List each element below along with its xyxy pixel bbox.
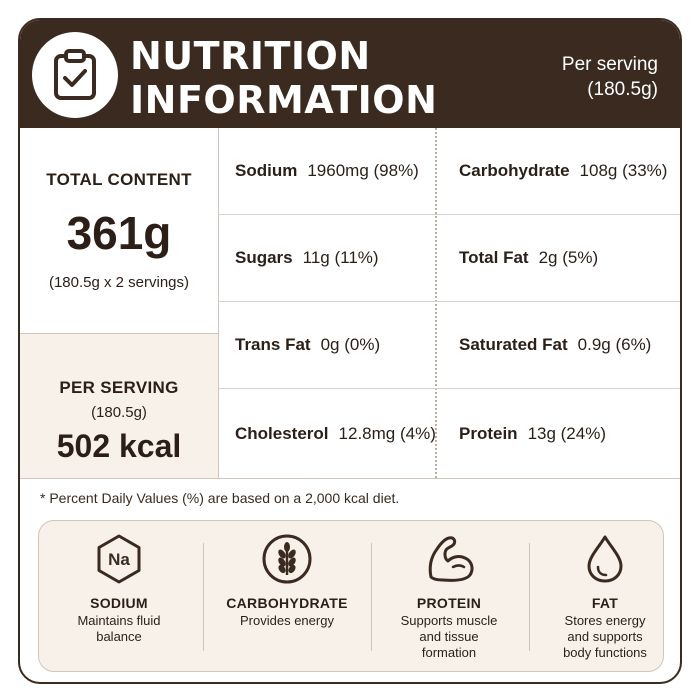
nutrition-card: NUTRITION INFORMATION Per serving (180.5… — [18, 18, 682, 684]
daily-value-footnote: * Percent Daily Values (%) are based on … — [40, 490, 400, 506]
nutrient-cell-carbohydrate: Carbohydrate 108g (33%) — [459, 128, 680, 214]
column-divider — [435, 128, 437, 478]
feature-name: SODIUM — [90, 595, 148, 611]
feature-name: FAT — [591, 595, 619, 611]
header-bar: NUTRITION INFORMATION Per serving (180.5… — [20, 20, 680, 128]
feature-divider — [203, 543, 204, 651]
nutrient-name: Protein — [459, 423, 518, 443]
nutrient-name: Carbohydrate — [459, 161, 570, 180]
nutrient-value: 13g (24%) — [527, 423, 606, 443]
per-serving-header-amount: (180.5g) — [587, 79, 658, 100]
sodium-na-icon: Na — [93, 533, 145, 585]
feature-desc-line: Provides energy — [240, 613, 334, 628]
feature-divider — [529, 543, 530, 651]
nutrient-cell-saturated-fat: Saturated Fat 0.9g (6%) — [459, 302, 680, 388]
feature-desc-line: Supports muscle — [400, 613, 498, 628]
clipboard-check-icon — [32, 32, 118, 118]
per-serving-header: Per serving (180.5g) — [562, 52, 658, 102]
panel-divider — [218, 128, 219, 478]
nutrient-value: 108g (33%) — [579, 161, 668, 180]
total-content-label: TOTAL CONTENT — [46, 170, 192, 189]
nutrient-name: Sugars — [235, 248, 293, 267]
feature-desc-line: balance — [96, 629, 142, 644]
feature-description: Maintains fluid balance — [41, 613, 197, 645]
feature-desc-line: and tissue — [419, 629, 479, 644]
nutrient-row: Trans Fat 0g (0%) Saturated Fat 0.9g (6%… — [219, 302, 680, 389]
svg-text:Na: Na — [108, 550, 130, 569]
nutrient-row: Sodium 1960mg (98%) Carbohydrate 108g (3… — [219, 128, 680, 215]
nutrient-value: 2g (5%) — [538, 248, 599, 267]
nutrient-cell-total-fat: Total Fat 2g (5%) — [459, 215, 680, 301]
nutrient-name: Saturated Fat — [459, 335, 568, 354]
feature-desc-line: and supports — [567, 629, 643, 644]
droplet-icon — [579, 533, 631, 585]
total-content-value: 361g — [66, 207, 172, 259]
table-bottom-border — [20, 478, 680, 479]
title-line-2: INFORMATION — [130, 78, 438, 122]
nutrient-value: 1960mg (98%) — [307, 161, 419, 180]
feature-divider — [371, 543, 372, 651]
feature-fat: FAT Stores energy and supports body func… — [527, 521, 680, 671]
nutrient-cell-cholesterol: Cholesterol 12.8mg (4%) — [235, 389, 436, 478]
nutrient-cell-protein: Protein 13g (24%) — [459, 389, 680, 478]
per-serving-panel: PER SERVING (180.5g) 502 kcal — [20, 334, 218, 478]
feature-desc-line: Maintains fluid — [77, 613, 161, 628]
feature-desc-line: Stores energy — [564, 613, 646, 628]
per-serving-amount: (180.5g) — [91, 404, 147, 421]
nutrient-value: 0g (0%) — [320, 335, 381, 354]
flexed-arm-icon — [423, 533, 475, 585]
feature-name: PROTEIN — [416, 595, 482, 611]
nutrient-value: 11g (11%) — [302, 248, 379, 267]
nutrient-cell-trans-fat: Trans Fat 0g (0%) — [235, 302, 435, 388]
feature-description: Supports muscle and tissue formation — [371, 613, 527, 661]
per-serving-label: PER SERVING — [59, 378, 179, 397]
nutrient-functions-panel: Na SODIUM Maintains fluid balance — [38, 520, 664, 672]
page-title: NUTRITION INFORMATION — [130, 34, 437, 122]
nutrient-name: Sodium — [235, 161, 298, 180]
nutrient-name: Trans Fat — [235, 335, 311, 354]
feature-protein: PROTEIN Supports muscle and tissue forma… — [371, 521, 527, 671]
feature-desc-line: formation — [421, 645, 477, 660]
nutrient-table: Sodium 1960mg (98%) Carbohydrate 108g (3… — [219, 128, 680, 478]
nutrient-name: Cholesterol — [235, 423, 329, 443]
feature-sodium: Na SODIUM Maintains fluid balance — [41, 521, 197, 671]
per-serving-header-label: Per serving — [561, 54, 658, 75]
wheat-icon — [261, 533, 313, 585]
nutrient-value: 12.8mg (4%) — [338, 423, 436, 443]
nutrient-value: 0.9g (6%) — [577, 335, 652, 354]
feature-name: CARBOHYDRATE — [226, 595, 348, 611]
nutrient-name: Total Fat — [459, 248, 529, 267]
title-line-1: NUTRITION — [130, 34, 371, 78]
feature-description: Stores energy and supports body function… — [527, 613, 680, 661]
feature-desc-line: body functions — [563, 645, 647, 660]
feature-description: Provides energy — [209, 613, 365, 629]
nutrient-row: Cholesterol 12.8mg (4%) Protein 13g (24%… — [219, 389, 680, 478]
calories-value: 502 kcal — [56, 428, 182, 464]
feature-carbohydrate: CARBOHYDRATE Provides energy — [209, 521, 365, 671]
nutrient-row: Sugars 11g (11%) Total Fat 2g (5%) — [219, 215, 680, 302]
nutrient-cell-sugars: Sugars 11g (11%) — [235, 215, 435, 301]
total-content-detail: (180.5g x 2 servings) — [48, 274, 190, 291]
nutrient-cell-sodium: Sodium 1960mg (98%) — [235, 128, 435, 214]
total-content-panel: TOTAL CONTENT 361g (180.5g x 2 servings) — [20, 128, 218, 334]
